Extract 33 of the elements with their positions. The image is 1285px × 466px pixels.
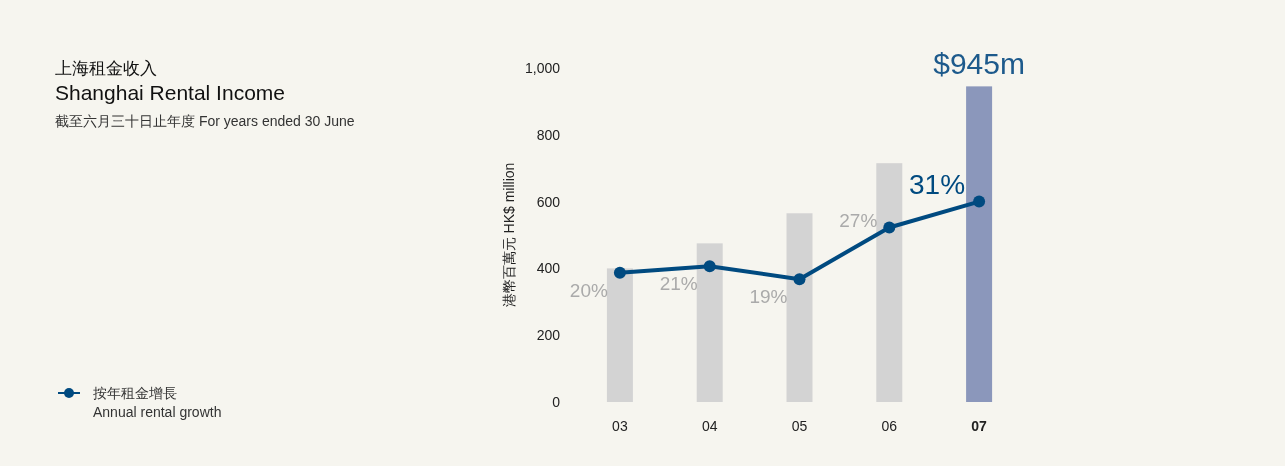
x-tick-label: 05 [791, 418, 808, 434]
bar [966, 86, 993, 402]
y-axis-title: 港幣百萬元 HK$ million [501, 162, 517, 308]
text: Shanghai Rental Income [55, 81, 285, 104]
legend: 按年租金增長 Annual rental growth [57, 385, 222, 420]
x-tick-label: 07 [971, 418, 988, 434]
text: 上海租金收入 [55, 59, 157, 78]
data-label: 20% [569, 279, 608, 301]
bar [696, 243, 723, 402]
data-label: 27% [839, 210, 878, 232]
data-label: 21% [659, 273, 698, 295]
y-tick-label: 200 [536, 327, 561, 344]
x-tick-label: 03 [612, 418, 628, 434]
y-tick-label: 800 [536, 126, 561, 143]
point [703, 260, 716, 273]
legend-label: 按年租金增長 Annual rental growth [93, 385, 222, 420]
data-label: 19% [749, 286, 788, 308]
point [883, 221, 896, 234]
bar [876, 163, 903, 402]
bar [786, 213, 813, 402]
data-label: $945m [933, 47, 1025, 81]
point [613, 266, 626, 279]
y-tick-label: 0 [552, 394, 561, 410]
point [973, 195, 986, 208]
y-tick-label: 1,000 [524, 60, 561, 76]
text: 截至六月三十日止年度 For years ended 30 June [55, 113, 355, 129]
x-tick-label: 06 [881, 418, 898, 434]
data-label: 31% [909, 168, 966, 200]
bar [606, 268, 633, 402]
x-tick-label: 04 [701, 418, 718, 434]
y-tick-label: 400 [536, 260, 561, 277]
y-tick-label: 600 [536, 193, 561, 210]
point [793, 273, 806, 286]
